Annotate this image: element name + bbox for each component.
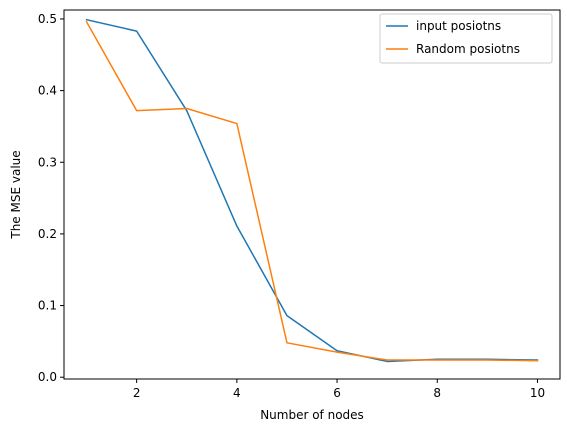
legend-box: [379, 13, 553, 64]
x-tick-label: 2: [133, 386, 141, 400]
x-tick-label: 4: [233, 386, 241, 400]
x-tick-label: 8: [433, 386, 441, 400]
y-tick-label: 0.2: [38, 227, 57, 241]
y-tick-label: 0.4: [38, 84, 57, 98]
legend-label-input: input posiotns: [416, 19, 501, 33]
axes-frame: [63, 9, 561, 380]
y-tick-label: 0.5: [38, 12, 57, 26]
y-tick-label: 0.1: [38, 299, 57, 313]
legend-label-random: Random posiotns: [416, 42, 520, 56]
axes-layer: [63, 9, 561, 380]
series-line-random: [85, 20, 539, 362]
x-tick-label: 10: [530, 386, 545, 400]
x-tick-label: 6: [333, 386, 341, 400]
series-layer: [85, 18, 539, 363]
x-axis-ticks: 2 4 6 8 10: [133, 379, 545, 400]
y-axis-ticks: 0.0 0.1 0.2 0.3 0.4 0.5: [38, 12, 64, 384]
y-tick-label: 0.0: [38, 370, 57, 384]
legend: input posiotns Random posiotns: [379, 13, 553, 64]
x-axis-label: Number of nodes: [260, 408, 364, 422]
y-tick-label: 0.3: [38, 155, 57, 169]
y-axis-label: The MSE value: [9, 150, 23, 239]
plot-area: [64, 10, 560, 379]
